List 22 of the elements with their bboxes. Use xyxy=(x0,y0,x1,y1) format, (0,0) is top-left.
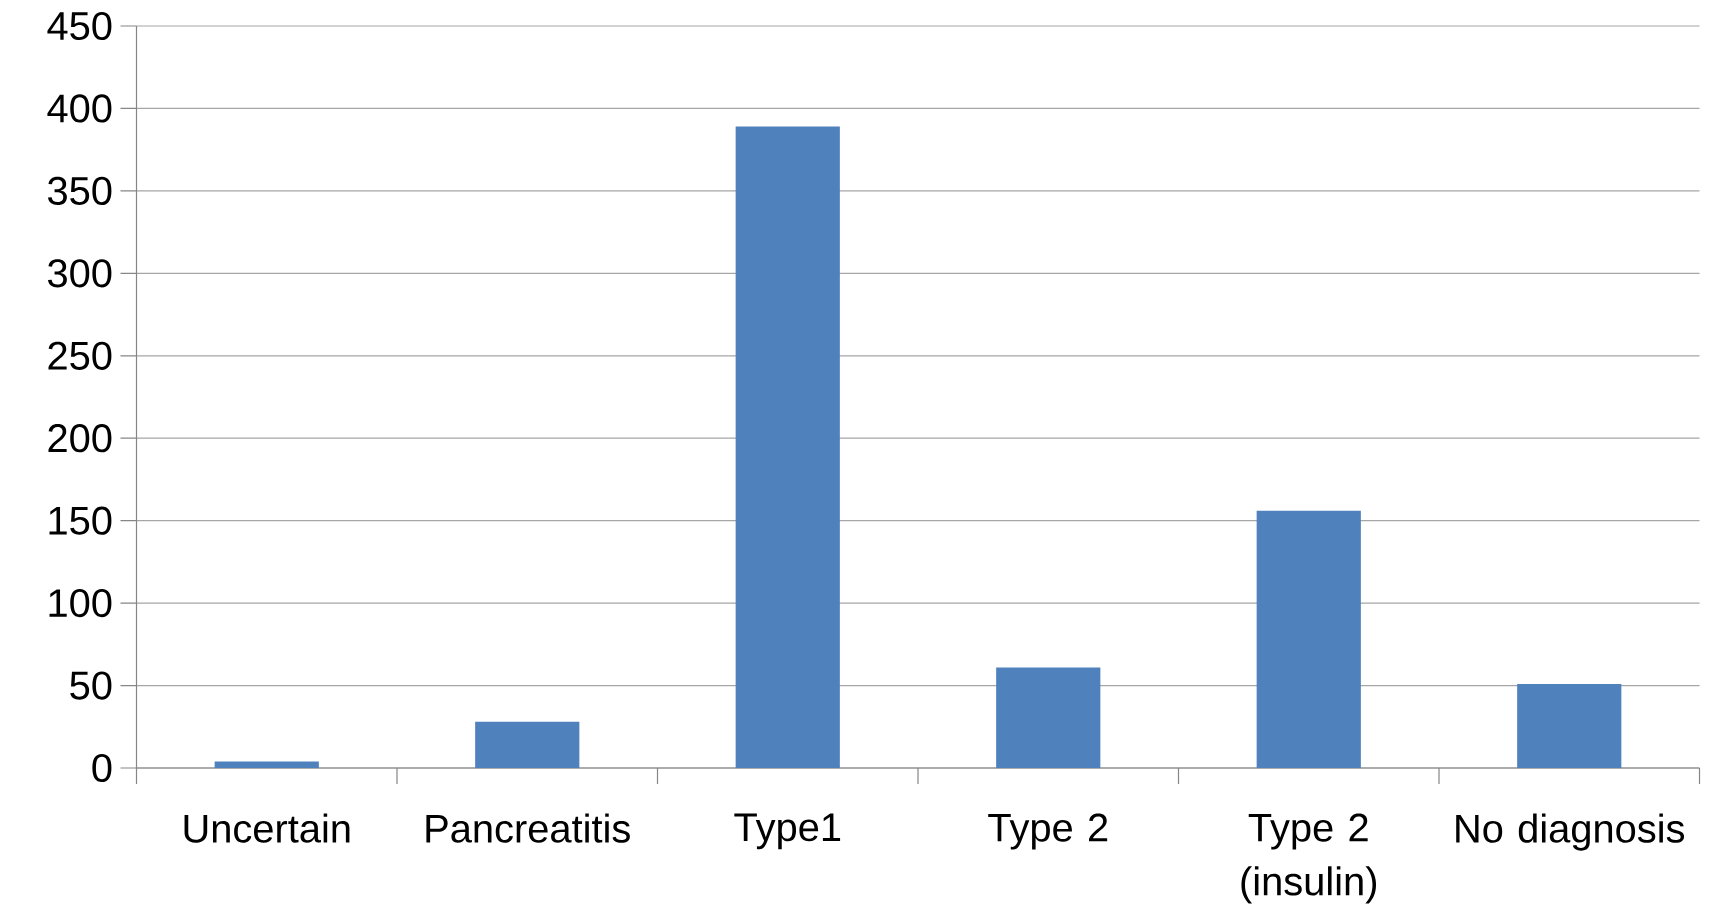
bar xyxy=(475,721,580,768)
y-tick-label: 150 xyxy=(49,506,112,535)
x-tick-label: Pancreatitis xyxy=(426,813,630,843)
bar xyxy=(214,761,319,768)
x-tick-label: Type1 xyxy=(734,813,841,850)
y-tick-label: 350 xyxy=(48,176,112,205)
x-tick-label: No diagnosis xyxy=(1456,813,1685,851)
bar xyxy=(735,126,840,768)
y-tick-label: 400 xyxy=(47,94,112,123)
y-tick-label: 450 xyxy=(47,11,112,41)
bar xyxy=(996,667,1101,768)
bar xyxy=(1517,683,1622,768)
y-tick-label: 200 xyxy=(48,424,112,453)
y-tick-label: 100 xyxy=(49,589,112,618)
x-tick-label: Type 2 xyxy=(988,813,1108,850)
y-tick-label: 0 xyxy=(92,753,112,783)
y-tick-label: 250 xyxy=(48,341,112,370)
y-tick-label: 50 xyxy=(70,671,112,700)
x-tick-label: Uncertain xyxy=(184,813,350,843)
y-tick-label: 300 xyxy=(48,259,112,288)
x-tick-label: Type 2 (insulin) xyxy=(1241,813,1376,904)
bar xyxy=(1256,510,1361,768)
